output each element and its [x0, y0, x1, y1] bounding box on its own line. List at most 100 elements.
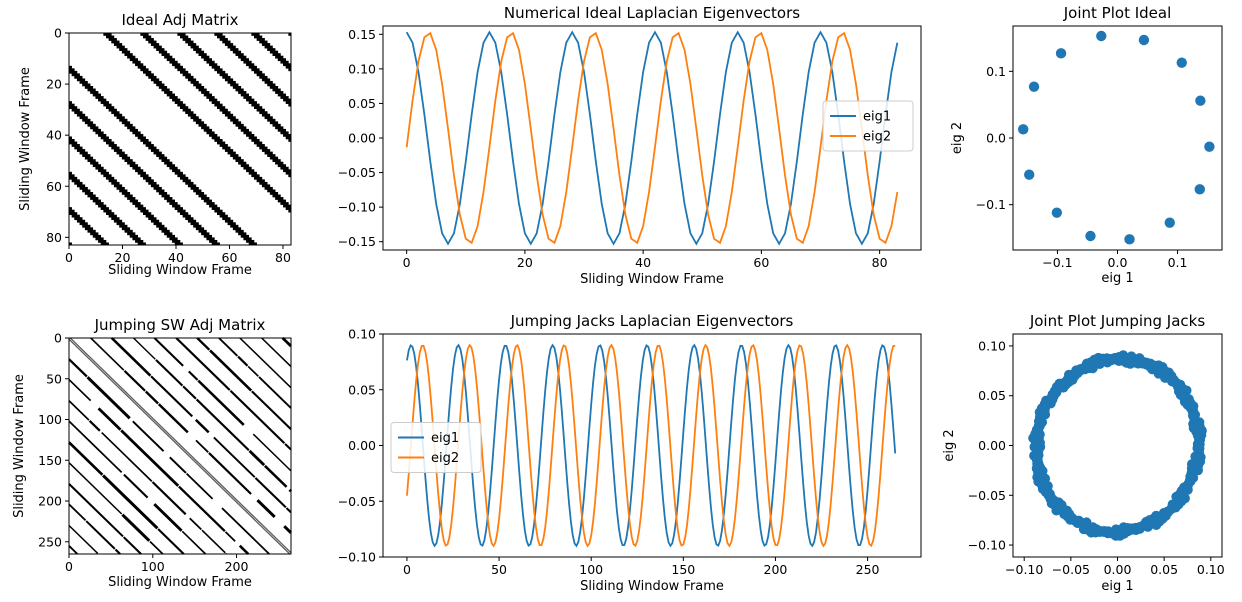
ideal_adj-cell [280, 126, 284, 130]
ideal_adj-cell [243, 96, 247, 99]
ideal_adj-cell [254, 242, 257, 246]
jump_joint-point [1162, 506, 1173, 517]
ideal_adj-cell [272, 118, 276, 122]
ideal_adj-cell [124, 189, 128, 193]
ideal_adj-cell [285, 136, 289, 140]
ideal_adj-cell [153, 146, 157, 150]
ideal_adj-cell [272, 88, 276, 92]
ideal_adj-cell [100, 98, 104, 102]
ideal_adj-cell [261, 73, 265, 77]
ideal_adj-cell [285, 96, 289, 99]
ideal_adj-cell [243, 60, 247, 64]
ideal_eig-xtick-label: 80 [872, 255, 888, 270]
ideal_adj-cell [217, 141, 220, 145]
ideal_adj-cell [206, 199, 210, 203]
ideal_adj-cell [135, 237, 139, 241]
ideal_adj-cell [240, 161, 244, 165]
ideal_adj-cell [259, 144, 263, 147]
ideal_adj-cell [106, 35, 109, 39]
ideal_adj-cell [256, 179, 260, 183]
ideal_adj-cell [238, 86, 242, 89]
ideal_adj-cell [95, 161, 99, 165]
ideal_adj-cell [272, 53, 276, 57]
ideal_adj-cell [119, 189, 123, 193]
ideal_joint-ytick-label: 0.1 [986, 64, 1006, 79]
ideal_adj-cell [283, 93, 287, 97]
ideal_adj-cell [166, 159, 170, 163]
ideal_adj-cell [129, 159, 133, 163]
ideal_adj-cell [161, 83, 165, 87]
ideal_adj-cell [227, 40, 231, 44]
ideal_adj-cell [148, 212, 152, 216]
ideal_adj-cell [209, 96, 213, 99]
ideal_adj-cell [230, 154, 234, 157]
jump_adj-stripe [185, 472, 214, 500]
ideal_adj-cell [76, 75, 80, 79]
ideal_adj-cell [100, 169, 104, 173]
ideal_adj-cell [219, 73, 223, 77]
ideal_adj-cell [277, 88, 281, 92]
ideal_adj-cell [224, 38, 228, 41]
ideal_adj-cell [135, 133, 139, 137]
ideal_adj-cell [214, 133, 218, 137]
ideal_adj-cell [119, 149, 123, 152]
ideal_adj-cell [243, 237, 247, 241]
ideal_adj-cell [119, 186, 123, 190]
ideal_adj-cell [177, 207, 181, 210]
ideal_adj-cell [235, 118, 239, 122]
ideal_adj-cell [240, 55, 244, 59]
ideal_adj-cell [113, 146, 117, 150]
ideal_adj-cell [187, 184, 191, 188]
ideal_adj-cell [150, 184, 154, 188]
ideal_adj-cell [129, 164, 133, 168]
ideal_adj-cell [98, 169, 102, 173]
jump_adj-stripe [248, 449, 266, 467]
ideal_adj-cell [166, 164, 170, 168]
ideal_adj-cell [100, 171, 104, 175]
ideal_adj-cell [275, 121, 279, 125]
ideal_joint-point [1138, 34, 1150, 46]
ideal_joint-point [1055, 48, 1067, 59]
ideal_adj-cell [201, 192, 205, 195]
ideal_adj-cell [267, 113, 271, 117]
ideal_adj-cell [150, 43, 154, 46]
ideal_adj-cell [108, 141, 112, 145]
ideal_adj-cell [119, 184, 123, 188]
ideal_adj-cell [269, 80, 273, 84]
jump_joint-ytick-label: −0.10 [968, 538, 1006, 553]
ideal_adj-cell [198, 83, 202, 87]
ideal_adj-cell [256, 106, 260, 110]
ideal_adj-cell [180, 176, 183, 180]
ideal_adj-cell [264, 146, 268, 150]
ideal_adj-ylabel: Sliding Window Frame [18, 67, 33, 211]
ideal_adj-cell [288, 207, 292, 210]
ideal_adj-cell [275, 91, 279, 94]
ideal_adj-cell [235, 88, 239, 92]
ideal_adj-cell [98, 202, 102, 205]
ideal_adj-cell [269, 50, 273, 54]
ideal_adj-cell [150, 149, 154, 152]
ideal_adj-cell [140, 68, 144, 72]
ideal_adj-cell [272, 156, 276, 160]
ideal_adj-cell [169, 55, 173, 59]
ideal_adj-cell [182, 70, 186, 74]
ideal_adj-cell [248, 98, 252, 102]
ideal_adj-cell [254, 68, 257, 72]
ideal_adj-cell [169, 96, 173, 99]
ideal_adj-cell [214, 65, 218, 69]
ideal_adj-cell [277, 53, 281, 57]
ideal_adj-cell [69, 207, 72, 210]
jump_adj-stripe [258, 376, 292, 409]
ideal_eig-xtick-label: 40 [635, 255, 651, 270]
ideal_adj-cell [201, 194, 205, 198]
ideal_adj-cell [166, 55, 170, 59]
ideal_adj-cell [254, 139, 257, 142]
ideal_adj-cell [232, 48, 236, 51]
ideal_adj-cell [269, 186, 273, 190]
ideal_adj-cell [267, 80, 271, 84]
ideal_adj-cell [180, 242, 183, 246]
ideal_adj-cell [222, 214, 226, 218]
jump_joint-point [1153, 360, 1164, 371]
ideal_adj-cell [227, 222, 231, 226]
ideal_adj-cell [222, 75, 226, 79]
